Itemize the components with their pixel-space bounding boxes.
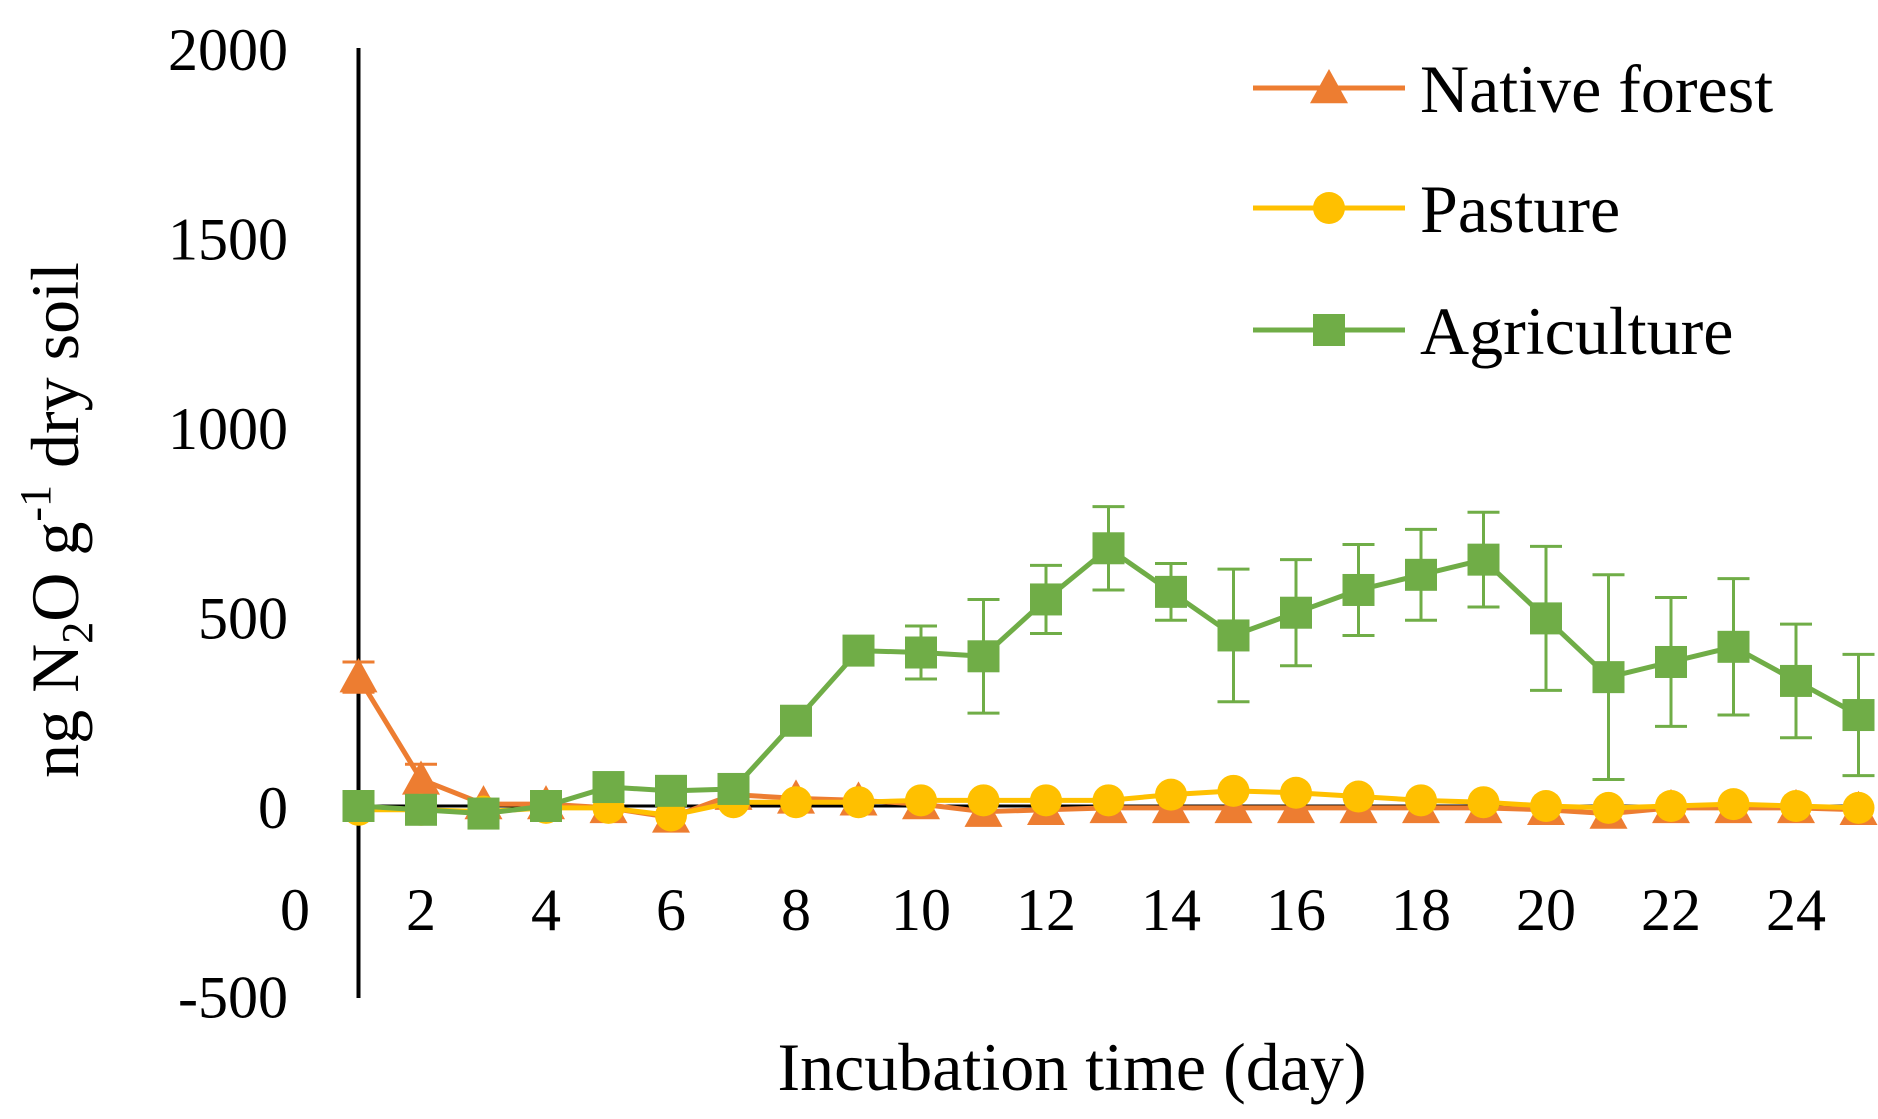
y-tick-label: 1500 [168, 207, 288, 273]
legend: Native forest Pasture Agriculture [1253, 51, 1773, 369]
x-tick-label: 16 [1266, 877, 1326, 943]
data-point [1030, 784, 1062, 817]
data-point [1155, 778, 1187, 811]
data-point [1155, 575, 1187, 608]
data-point [342, 790, 375, 822]
data-point [1342, 573, 1375, 606]
data-point [905, 784, 937, 817]
data-point [1842, 791, 1875, 824]
data-point [967, 784, 1000, 817]
y-tick-label: 0 [258, 775, 288, 841]
data-point [1313, 192, 1345, 224]
y-tick-label: 1000 [168, 396, 288, 462]
x-tick-label: 20 [1516, 877, 1576, 943]
data-point [842, 634, 875, 667]
y-axis-title-part: O g [17, 522, 93, 622]
data-point [1092, 532, 1125, 565]
data-point [717, 772, 750, 805]
data-point [1405, 784, 1437, 817]
x-tick-label: 6 [656, 877, 686, 943]
data-point [780, 786, 812, 819]
x-tick-label: 14 [1141, 877, 1201, 943]
data-point [1717, 788, 1750, 821]
x-axis-title: Incubation time (day) [777, 1029, 1366, 1105]
series-lines [339, 532, 1878, 833]
data-point [1310, 69, 1348, 104]
data-point [1092, 784, 1125, 817]
data-point [1655, 645, 1687, 678]
data-point [842, 786, 875, 819]
data-point [1467, 786, 1500, 819]
data-point [905, 636, 937, 669]
data-point [1592, 661, 1625, 694]
data-point [339, 658, 378, 693]
legend-item-pasture: Pasture [1253, 171, 1620, 247]
data-point [1592, 791, 1625, 824]
y-axis-title: ng N2O g-1 dry soil [11, 262, 102, 778]
data-point [1030, 583, 1062, 616]
data-point [1717, 630, 1750, 663]
x-tick-label: 24 [1766, 877, 1826, 943]
data-point [402, 760, 440, 795]
data-point [1342, 780, 1375, 813]
data-point [1530, 790, 1562, 822]
series-agriculture [342, 532, 1875, 830]
data-point [530, 790, 562, 822]
x-tick-label: 8 [781, 877, 811, 943]
y-tick-label: -500 [178, 965, 288, 1031]
legend-label: Pasture [1420, 171, 1620, 247]
data-point [405, 793, 437, 826]
y-axis-title-part: dry soil [17, 262, 93, 485]
data-point [1280, 776, 1312, 809]
data-point [1217, 774, 1250, 807]
data-point [1467, 543, 1500, 576]
x-tick-label: 12 [1016, 877, 1076, 943]
legend-item-native-forest: Native forest [1253, 51, 1773, 127]
data-point [655, 774, 687, 807]
data-point [1530, 602, 1562, 635]
data-point [1405, 558, 1437, 591]
data-point [1655, 790, 1687, 822]
x-tick-label: 0 [280, 877, 310, 943]
data-point [780, 704, 812, 737]
data-point [592, 771, 625, 804]
x-tick-label: 18 [1391, 877, 1451, 943]
legend-label: Native forest [1420, 51, 1773, 127]
x-tick-label: 22 [1641, 877, 1701, 943]
x-tick-label: 10 [891, 877, 951, 943]
y-axis-title-part: 2 [53, 622, 102, 644]
data-point [655, 799, 687, 832]
data-point [467, 797, 500, 830]
data-point [1313, 314, 1345, 346]
legend-item-agriculture: Agriculture [1253, 293, 1733, 369]
y-axis-title-part: ng N [17, 644, 93, 778]
legend-label: Agriculture [1420, 293, 1733, 369]
data-point [1280, 596, 1312, 629]
x-tick-label: 2 [406, 877, 436, 943]
y-tick-label: 500 [198, 586, 288, 652]
y-tick-label: 2000 [168, 17, 288, 83]
x-tick-label: 4 [531, 877, 561, 943]
data-point [1217, 619, 1250, 652]
data-point [967, 640, 1000, 673]
data-point [1780, 790, 1812, 822]
data-point [1842, 699, 1875, 732]
y-axis-title-part: -1 [11, 485, 60, 522]
data-point [1780, 664, 1812, 697]
